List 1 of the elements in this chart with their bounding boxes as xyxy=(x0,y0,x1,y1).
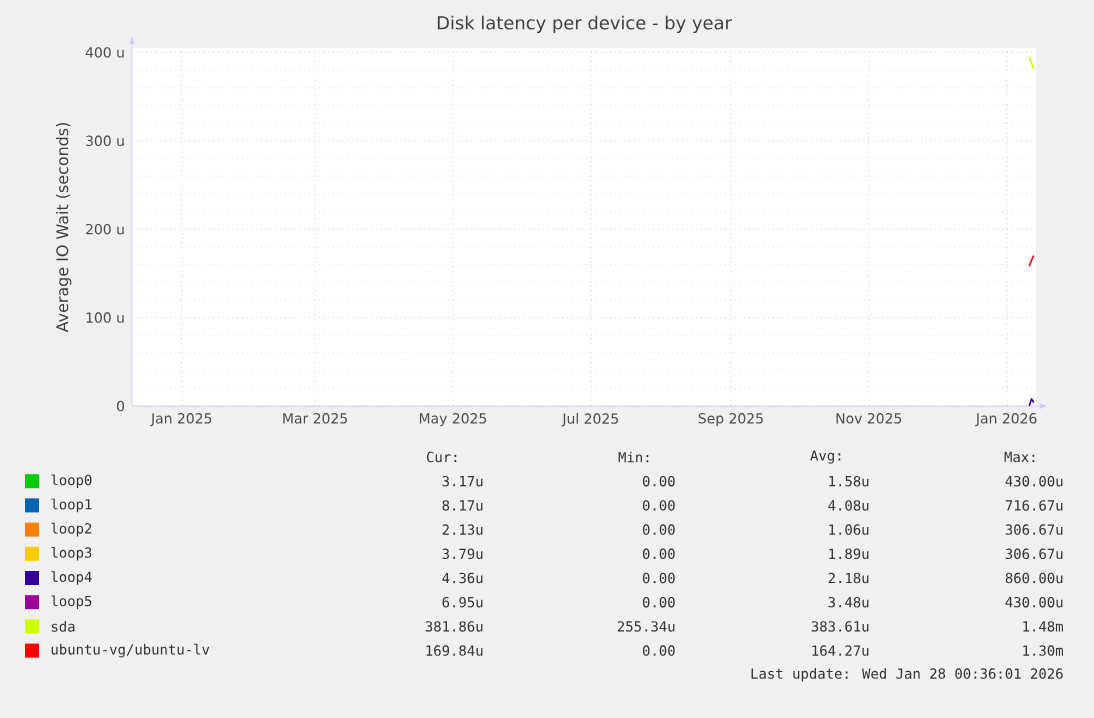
chart-title: Disk latency per device - by year xyxy=(437,15,732,33)
